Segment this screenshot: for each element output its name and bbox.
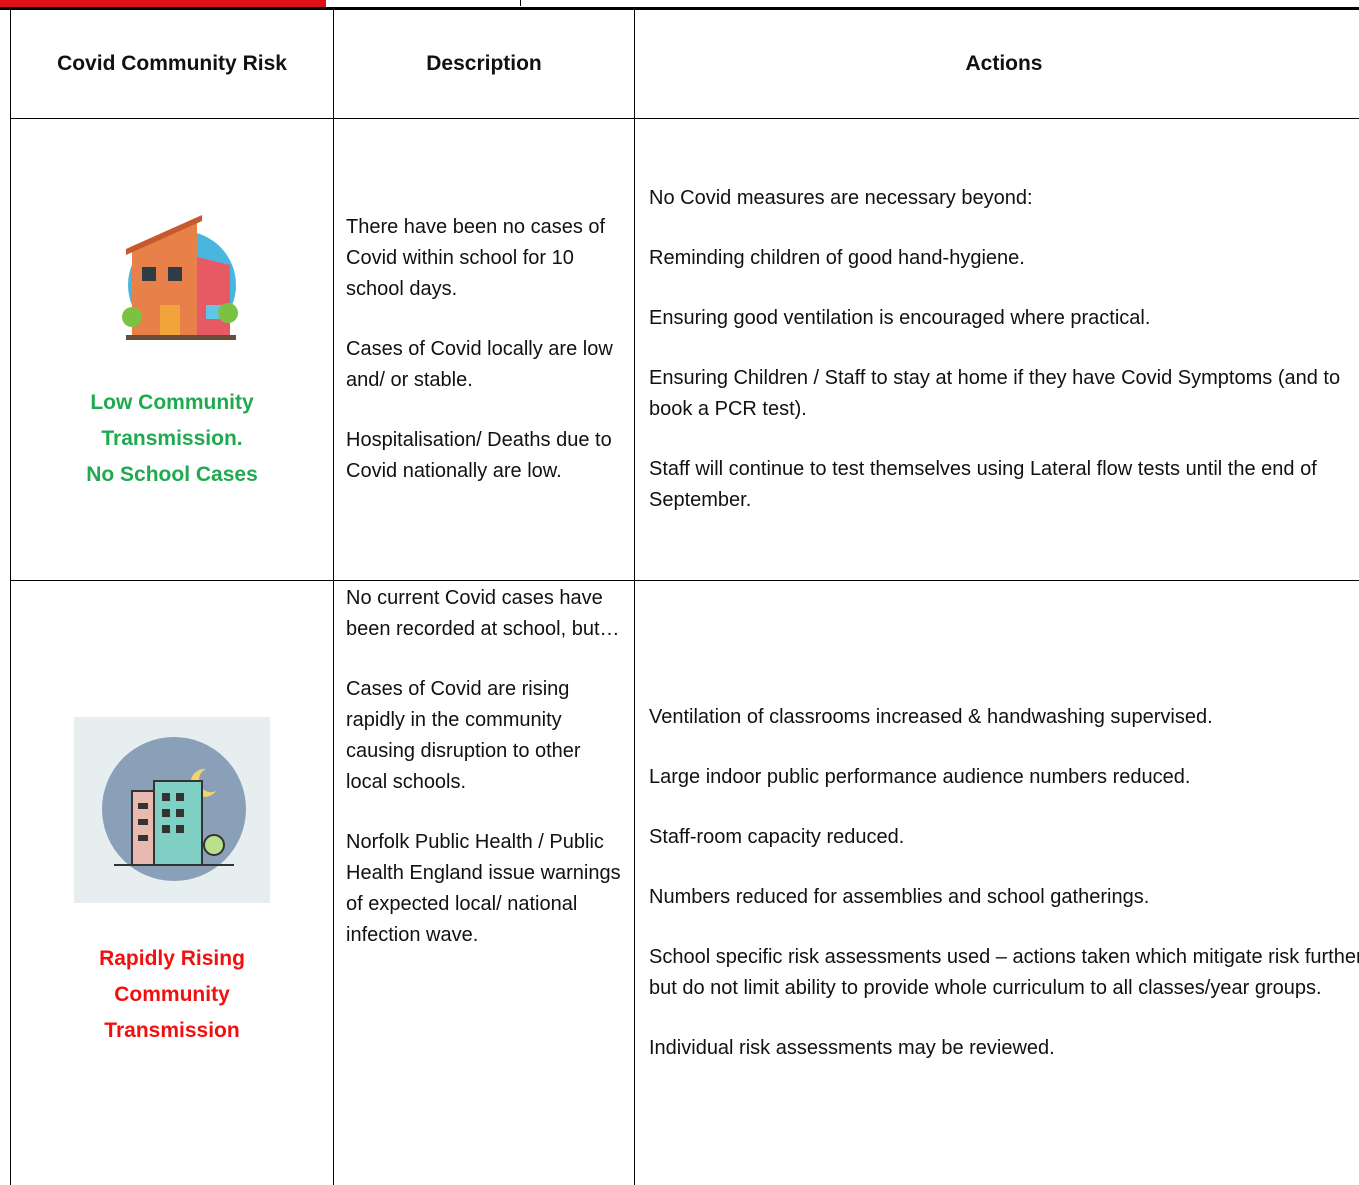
- description-paragraph: Cases of Covid locally are low and/ or s…: [346, 338, 613, 391]
- city-icon: [74, 717, 270, 903]
- risk-label-line: Community: [114, 983, 230, 1006]
- action-paragraph: Staff-room capacity reduced.: [649, 826, 905, 848]
- actions-cell: Ventilation of classrooms increased & ha…: [634, 580, 1359, 1185]
- header-cell: Description: [333, 9, 635, 119]
- rule: [0, 7, 1359, 10]
- risk-label-line: Rapidly Rising: [99, 947, 245, 970]
- header-row: Covid Community Risk Description Actions: [10, 9, 1359, 119]
- description-cell: There have been no cases of Covid within…: [333, 118, 635, 581]
- action-paragraph: No Covid measures are necessary beyond:: [649, 187, 1033, 209]
- row: Low Community Transmission. No School Case…: [10, 118, 1359, 581]
- risk-label-line: Low Community: [90, 390, 254, 414]
- risk-cell: Low Community Transmission. No School Case…: [10, 118, 334, 581]
- action-paragraph: Staff will continue to test themselves u…: [649, 458, 1317, 511]
- risk-label-line: No School Cases: [86, 462, 258, 486]
- description-cell: No current Covid cases have been recorde…: [333, 580, 635, 1185]
- description-paragraph: There have been no cases of Covid within…: [346, 216, 606, 300]
- description-paragraph: No current Covid cases have been recorde…: [346, 587, 620, 640]
- tab-marker: [0, 0, 326, 8]
- description-paragraph: Norfolk Public Health / Public Health En…: [346, 831, 621, 946]
- header-cell: Actions: [634, 9, 1359, 119]
- action-paragraph: Individual risk assessments may be revie…: [649, 1037, 1055, 1059]
- tab: [326, 0, 521, 6]
- action-paragraph: Large indoor public performance audience…: [649, 766, 1191, 788]
- action-paragraph: Ensuring good ventilation is encouraged …: [649, 307, 1151, 329]
- action-paragraph: Numbers reduced for assemblies and schoo…: [649, 886, 1150, 908]
- house-icon: [122, 214, 238, 340]
- header-cell: Covid Community Risk: [10, 9, 334, 119]
- risk-label-line: Transmission.: [101, 426, 243, 450]
- action-paragraph: Reminding children of good hand-hygiene.: [649, 247, 1025, 269]
- risk-label-line: Transmission: [104, 1019, 240, 1042]
- action-paragraph: Ensuring Children / Staff to stay at hom…: [649, 367, 1341, 420]
- row: Rapidly Rising Community Transmission No c…: [10, 580, 1359, 1185]
- action-paragraph: Ventilation of classrooms increased & ha…: [649, 706, 1213, 728]
- action-paragraph: School specific risk assessments used – …: [649, 946, 1359, 999]
- actions-cell: No Covid measures are necessary beyond: R…: [634, 118, 1359, 581]
- description-paragraph: Cases of Covid are rising rapidly in the…: [346, 678, 581, 793]
- risk-table: Covid Community Risk Description Actions…: [10, 9, 1359, 1185]
- description-paragraph: Hospitalisation/ Deaths due to Covid nat…: [346, 429, 612, 482]
- risk-cell: Rapidly Rising Community Transmission: [10, 580, 334, 1185]
